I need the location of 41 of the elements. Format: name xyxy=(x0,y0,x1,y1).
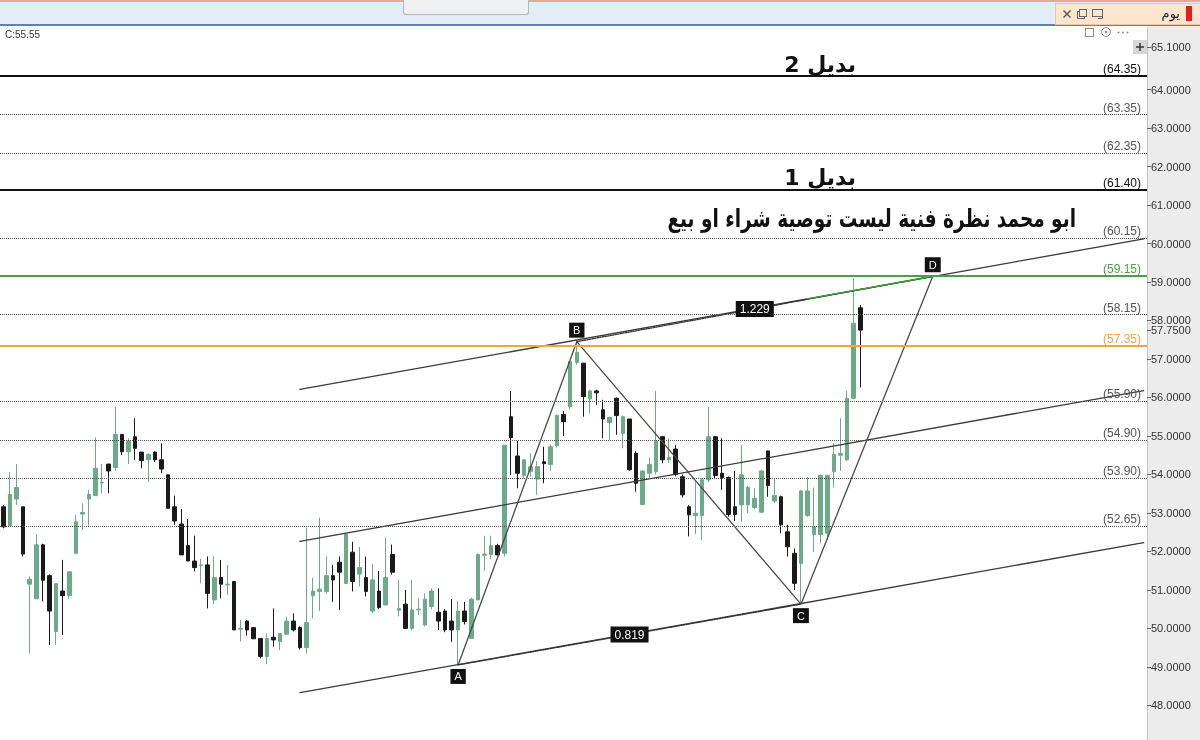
annotation: بديل 2 xyxy=(784,51,857,77)
y-tick-label: 65.1000 xyxy=(1151,41,1191,54)
y-tick-label: 51.0000 xyxy=(1151,583,1191,596)
y-tick-label: 64.0000 xyxy=(1151,83,1191,96)
y-tick-label: 61.0000 xyxy=(1151,199,1191,212)
ref-line-label: (64.35) xyxy=(1102,62,1141,77)
y-tick-label: 54.0000 xyxy=(1151,468,1191,481)
data-label: B xyxy=(573,324,581,337)
series-label: 1.229 xyxy=(739,301,771,316)
annotation: C:55.55 xyxy=(5,28,41,40)
ref-line-label: (60.15) xyxy=(1102,223,1141,238)
data-label: A xyxy=(454,670,463,683)
y-tick-label: 58.0000 xyxy=(1151,314,1191,327)
y-tick-label: 57.0000 xyxy=(1151,352,1191,365)
y-tick-label: 50.0000 xyxy=(1151,622,1191,635)
ref-line-label: (63.35) xyxy=(1102,100,1141,115)
y-tick-label: 63.0000 xyxy=(1151,122,1191,135)
y-tick-label: 48.0000 xyxy=(1151,699,1191,712)
ref-line-label: (62.35) xyxy=(1102,139,1141,154)
ref-line-label: (53.90) xyxy=(1102,464,1141,479)
ref-line-label: (54.90) xyxy=(1102,425,1141,440)
y-tick-label: 52.0000 xyxy=(1151,545,1191,558)
y-tick-label: 49.0000 xyxy=(1151,660,1191,673)
y-tick-label: 62.0000 xyxy=(1151,160,1191,173)
y-tick-label: 59.0000 xyxy=(1151,276,1191,289)
ref-line-label: (57.35) xyxy=(1102,331,1141,346)
ref-line-label: (58.15) xyxy=(1102,300,1141,315)
ref-line-label: (59.15) xyxy=(1102,262,1141,277)
y-tick-label: 53.0000 xyxy=(1151,506,1191,519)
ref-line-label: (61.40) xyxy=(1102,175,1141,190)
annotation: بديل 1 xyxy=(784,165,857,191)
y-tick-label: 60.0000 xyxy=(1151,237,1191,250)
ref-line-label: (52.65) xyxy=(1102,512,1141,527)
y-tick-label: 57.7500 xyxy=(1151,324,1191,337)
series-label: 0.819 xyxy=(614,627,645,642)
data-label: D xyxy=(928,258,937,271)
y-tick-label: 55.0000 xyxy=(1151,429,1191,442)
chart-title: يوم xyxy=(1161,6,1180,21)
data-label: C xyxy=(796,609,805,622)
annotation: ابو محمد نظرة فنية ليست توصية شراء او بيع xyxy=(667,203,1076,234)
y-tick-label: 56.0000 xyxy=(1151,391,1191,404)
